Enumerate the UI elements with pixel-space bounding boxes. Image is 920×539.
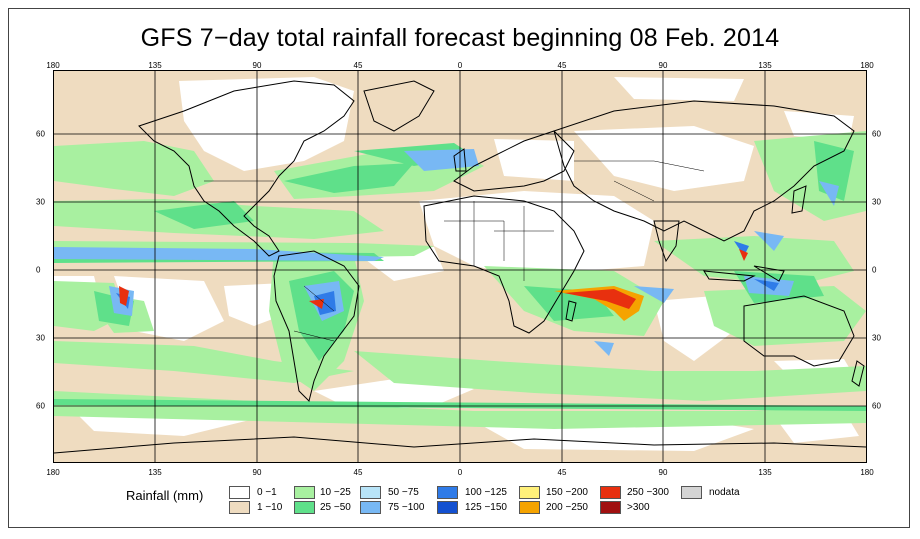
coastlines: [54, 80, 866, 454]
extreme-rain-areas: [119, 249, 748, 321]
lat-label-left-30s: 30: [36, 333, 45, 343]
rainfall-map: [53, 70, 867, 463]
legend-label-50-75: 50 −75: [388, 487, 419, 498]
legend-label-125-150: 125 −150: [465, 502, 507, 513]
lon-label-bottom-45e: 45: [557, 468, 567, 477]
lat-label-left-60s: 60: [36, 401, 45, 411]
legend-label-200-250: 200 −250: [546, 502, 588, 513]
lat-label-right-30s: 30: [872, 333, 881, 343]
lon-label-top-180e: 180: [860, 61, 874, 70]
legend-label-25-50: 25 −50: [320, 502, 351, 513]
lat-label-left-30n: 30: [36, 197, 45, 207]
lon-label-top-45w: 45: [353, 61, 363, 70]
legend-swatch-over-300: [600, 501, 621, 514]
legend-swatch-1-10: [229, 501, 250, 514]
lat-label-right-eq: 0: [872, 265, 877, 275]
graticule: [54, 71, 866, 462]
legend-label-0-1: 0 −1: [257, 487, 277, 498]
lon-label-top-135e: 135: [758, 61, 772, 70]
lat-label-right-30n: 30: [872, 197, 881, 207]
lat-label-right-60n: 60: [872, 129, 881, 139]
lon-label-bottom-0: 0: [457, 468, 463, 477]
lon-label-bottom-45w: 45: [353, 468, 363, 477]
legend-label-75-100: 75 −100: [388, 502, 425, 513]
legend-swatch-250-300: [600, 486, 621, 499]
lon-label-bottom-180w: 180: [46, 468, 60, 477]
lon-label-bottom-180e: 180: [860, 468, 874, 477]
lon-label-top-180w: 180: [46, 61, 60, 70]
legend-swatch-125-150: [437, 501, 458, 514]
rainfall-map-svg: [54, 71, 866, 462]
legend-label-250-300: 250 −300: [627, 487, 669, 498]
lat-label-left-eq: 0: [36, 265, 41, 275]
legend-swatch-100-125: [437, 486, 458, 499]
lon-label-bottom-135e: 135: [758, 468, 772, 477]
legend-swatch-25-50: [294, 501, 315, 514]
country-borders: [204, 160, 705, 342]
legend-swatch-200-250: [519, 501, 540, 514]
legend-swatch-75-100: [360, 501, 381, 514]
legend-swatch-nodata: [681, 486, 702, 499]
lon-label-bottom-90w: 90: [252, 468, 262, 477]
intense-rain-areas: [116, 241, 779, 315]
lon-label-top-45e: 45: [557, 61, 567, 70]
legend-label-over-300: >300: [627, 502, 650, 513]
legend-label-100-125: 100 −125: [465, 487, 507, 498]
legend-label-150-200: 150 −200: [546, 487, 588, 498]
legend-label-10-25: 10 −25: [320, 487, 351, 498]
legend-label-1-10: 1 −10: [257, 502, 283, 513]
lon-label-top-90w: 90: [252, 61, 262, 70]
lon-label-top-0: 0: [457, 61, 463, 70]
legend-label-nodata: nodata: [709, 487, 740, 498]
legend-swatch-0-1: [229, 486, 250, 499]
lat-label-left-60n: 60: [36, 129, 45, 139]
legend-swatch-150-200: [519, 486, 540, 499]
lon-label-bottom-90e: 90: [658, 468, 668, 477]
figure-frame: [8, 8, 910, 528]
lat-label-right-60s: 60: [872, 401, 881, 411]
lon-label-top-135w: 135: [148, 61, 162, 70]
legend-swatch-50-75: [360, 486, 381, 499]
map-title: GFS 7−day total rainfall forecast beginn…: [140, 24, 780, 52]
legend-swatch-10-25: [294, 486, 315, 499]
lon-label-top-90e: 90: [658, 61, 668, 70]
legend-title: Rainfall (mm): [126, 488, 204, 503]
lon-label-bottom-135w: 135: [148, 468, 162, 477]
